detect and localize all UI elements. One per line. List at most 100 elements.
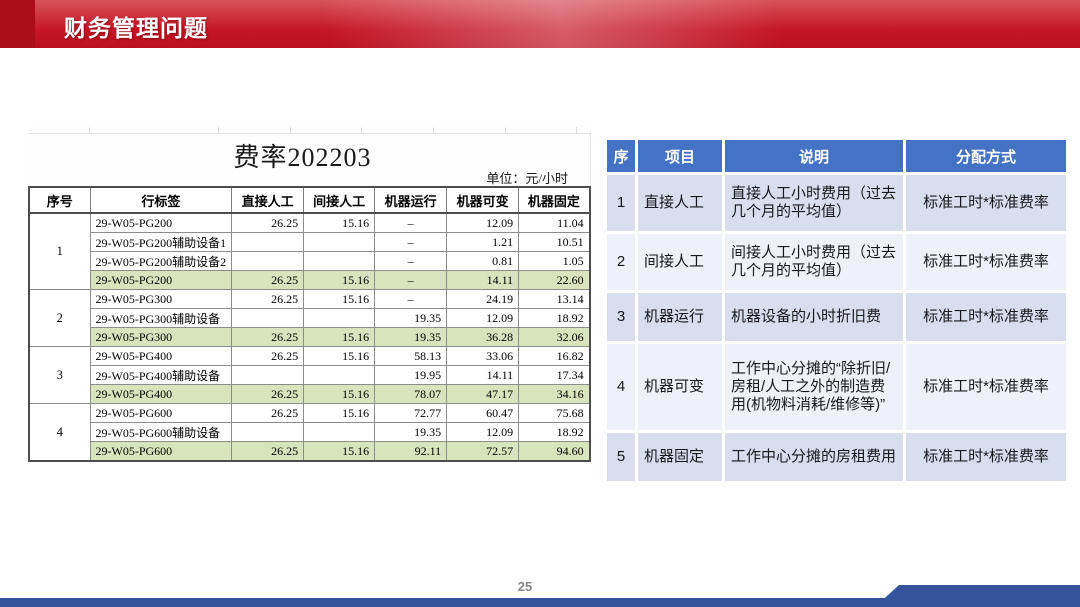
value-cell: 72.57	[446, 441, 520, 462]
group-number-cell: 1	[28, 212, 91, 290]
method-cell: 标准工时*标准费率	[906, 234, 1066, 290]
value-cell	[303, 308, 376, 328]
table-row: 4 机器可变 工作中心分摊的“除折旧/房租/人工之外的制造费用(机物料消耗/维修等)…	[607, 344, 1066, 430]
header-banner: 财务管理问题	[0, 0, 1080, 48]
no-cell: 3	[607, 293, 635, 341]
row-label-cell: 29-W05-PG600辅助设备	[89, 422, 233, 442]
value-cell: 92.11	[374, 441, 448, 462]
page-title: 财务管理问题	[64, 15, 208, 41]
value-cell: 34.16	[518, 384, 591, 404]
value-cell: 18.92	[518, 422, 591, 442]
bottom-wedge	[875, 585, 1080, 607]
value-cell: 15.16	[303, 270, 376, 290]
subtotal-row: 29-W05-PG600 26.25 15.16 92.11 72.57 94.60	[29, 441, 591, 462]
item-cell: 间接人工	[638, 234, 722, 290]
excel-gridline	[89, 127, 90, 134]
desc-cell: 工作中心分摊的“除折旧/房租/人工之外的制造费用(机物料消耗/维修等)”	[725, 344, 903, 430]
value-cell: –	[374, 289, 448, 309]
value-cell: 18.92	[518, 308, 591, 328]
value-cell: 75.68	[518, 403, 591, 423]
item-cell: 机器固定	[638, 433, 722, 481]
value-cell: 94.60	[518, 441, 591, 462]
value-cell: 16.82	[518, 346, 591, 366]
column-header: 直接人工	[231, 186, 305, 214]
row-label-cell: 29-W05-PG600	[89, 403, 233, 423]
group-number-cell: 3	[28, 346, 91, 404]
column-header: 序	[607, 140, 635, 172]
value-cell: 13.14	[518, 289, 591, 309]
desc-cell: 工作中心分摊的房租费用	[725, 433, 903, 481]
no-cell: 4	[607, 344, 635, 430]
value-cell: 26.25	[231, 346, 305, 366]
value-cell: 14.11	[446, 365, 520, 385]
value-cell: 15.16	[303, 289, 376, 309]
value-cell: 1.05	[518, 251, 591, 271]
value-cell: 26.25	[231, 403, 305, 423]
desc-cell: 直接人工小时费用（过去几个月的平均值）	[725, 175, 903, 231]
method-cell: 标准工时*标准费率	[906, 344, 1066, 430]
row-label-cell: 29-W05-PG300	[89, 327, 233, 347]
table-row: 29-W05-PG200辅助设备1 –1.21 10.51	[29, 232, 591, 252]
value-cell: 12.09	[446, 422, 520, 442]
value-cell: 26.25	[231, 212, 305, 233]
subtotal-row: 29-W05-PG400 26.25 15.16 78.07 47.17 34.16	[29, 384, 591, 404]
bottom-bar	[0, 598, 1080, 607]
value-cell: 26.25	[231, 384, 305, 404]
excel-gridline	[505, 127, 506, 134]
value-cell: 78.07	[374, 384, 448, 404]
value-cell: 15.16	[303, 212, 376, 233]
no-cell: 5	[607, 433, 635, 481]
excel-gridline	[218, 127, 219, 134]
value-cell: 26.25	[231, 270, 305, 290]
subtotal-row: 29-W05-PG300 26.25 15.16 19.35 36.28 32.06	[29, 327, 591, 347]
column-header: 机器固定	[518, 186, 591, 214]
value-cell: 1.21	[446, 232, 520, 252]
value-cell: –	[374, 232, 448, 252]
rate-table-panel: 费率202203 单位：元/小时 序号 行标签 直接人工 间接人工 机器运行 机器可变 机器…	[28, 124, 594, 464]
value-cell: 15.16	[303, 441, 376, 462]
row-label-cell: 29-W05-PG400	[89, 384, 233, 404]
value-cell: 0.81	[446, 251, 520, 271]
table-row: 5 机器固定 工作中心分摊的房租费用 标准工时*标准费率	[607, 433, 1066, 481]
value-cell: 15.16	[303, 327, 376, 347]
value-cell	[231, 365, 305, 385]
row-label-cell: 29-W05-PG300	[89, 289, 233, 309]
table-row: 29-W05-PG300辅助设备 19.35 12.09 18.92	[29, 308, 591, 328]
no-cell: 2	[607, 234, 635, 290]
value-cell: 19.95	[374, 365, 448, 385]
row-label-cell: 29-W05-PG200辅助设备1	[89, 232, 233, 252]
no-cell: 1	[607, 175, 635, 231]
value-cell: 19.35	[374, 308, 448, 328]
row-label-cell: 29-W05-PG300辅助设备	[89, 308, 233, 328]
column-header: 分配方式	[906, 140, 1066, 172]
value-cell: 12.09	[446, 212, 520, 233]
value-cell: 36.28	[446, 327, 520, 347]
desc-cell: 间接人工小时费用（过去几个月的平均值）	[725, 234, 903, 290]
item-cell: 机器运行	[638, 293, 722, 341]
row-label-cell: 29-W05-PG600	[89, 441, 233, 462]
value-cell: –	[374, 270, 448, 290]
value-cell	[231, 422, 305, 442]
excel-gridline	[290, 127, 291, 134]
item-cell: 机器可变	[638, 344, 722, 430]
value-cell: 58.13	[374, 346, 448, 366]
column-header: 间接人工	[303, 186, 376, 214]
method-cell: 标准工时*标准费率	[906, 175, 1066, 231]
value-cell: –	[374, 251, 448, 271]
table-row: 2 间接人工 间接人工小时费用（过去几个月的平均值） 标准工时*标准费率	[607, 234, 1066, 290]
value-cell: 17.34	[518, 365, 591, 385]
value-cell: 60.47	[446, 403, 520, 423]
column-header: 机器运行	[374, 186, 448, 214]
value-cell: 11.04	[518, 212, 591, 233]
value-cell: 72.77	[374, 403, 448, 423]
value-cell: 12.09	[446, 308, 520, 328]
table-row: 3 29-W05-PG400 26.25 15.16 58.13 33.06 16.82	[28, 346, 591, 404]
column-header: 序号	[28, 186, 91, 214]
row-label-cell: 29-W05-PG400辅助设备	[89, 365, 233, 385]
table-row: 29-W05-PG600辅助设备 19.35 12.09 18.92	[29, 422, 591, 442]
excel-gridline	[28, 133, 591, 134]
value-cell	[231, 308, 305, 328]
row-label-cell: 29-W05-PG200辅助设备2	[89, 251, 233, 271]
value-cell: 15.16	[303, 384, 376, 404]
